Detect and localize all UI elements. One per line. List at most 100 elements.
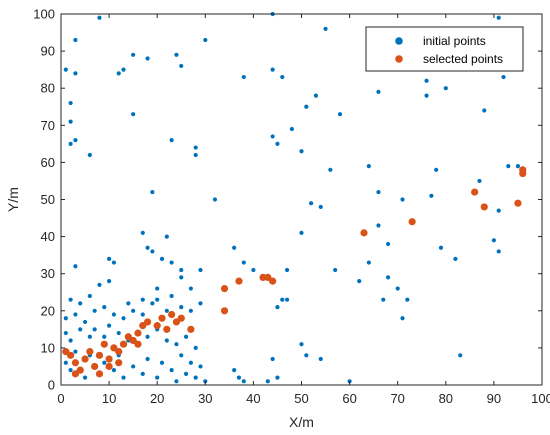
initial-points-point <box>78 301 83 306</box>
initial-points-point <box>145 245 150 250</box>
initial-points-point <box>443 86 448 91</box>
initial-points-point <box>102 360 107 365</box>
x-tick-label: 30 <box>198 391 212 406</box>
selected-points-point <box>143 318 152 326</box>
y-tick-label: 50 <box>41 192 55 207</box>
initial-points-point <box>131 364 136 369</box>
initial-points-point <box>309 201 314 206</box>
selected-points-point <box>71 359 80 367</box>
initial-points-point <box>482 108 487 113</box>
y-tick-label: 60 <box>41 155 55 170</box>
initial-points-point <box>434 167 439 172</box>
initial-points-point <box>376 189 381 195</box>
points-layer <box>62 11 527 384</box>
initial-points-point <box>496 15 501 20</box>
initial-points-point <box>270 356 275 362</box>
initial-points-point <box>140 230 145 235</box>
initial-points-point <box>145 356 150 362</box>
initial-points-point <box>179 353 184 358</box>
selected-points-point <box>81 355 89 363</box>
x-tick-label: 80 <box>439 391 453 406</box>
initial-points-point <box>116 330 121 336</box>
initial-points-point <box>357 279 362 284</box>
initial-points-point <box>131 112 136 117</box>
initial-points-point <box>121 375 126 380</box>
initial-points-point <box>174 342 179 347</box>
initial-points-point <box>203 37 208 43</box>
initial-points-point <box>438 245 444 250</box>
initial-points-point <box>304 104 309 109</box>
initial-points-point <box>198 364 203 369</box>
initial-points-point <box>92 327 97 332</box>
initial-points-point <box>68 119 73 124</box>
selected-points-point <box>471 188 479 196</box>
y-tick-label: 10 <box>41 340 55 355</box>
initial-points-point <box>73 349 78 354</box>
initial-points-point <box>111 260 117 265</box>
initial-points-point <box>111 368 117 373</box>
initial-points-point <box>107 279 112 284</box>
selected-points-point <box>360 229 368 237</box>
initial-points-point <box>159 256 165 261</box>
initial-points-point <box>179 275 184 280</box>
initial-points-point <box>63 330 68 336</box>
initial-points-point <box>381 297 386 302</box>
initial-points-point <box>212 197 218 202</box>
selected-points-point <box>220 284 229 293</box>
selected-points-point <box>177 314 185 322</box>
initial-points-point <box>453 256 458 261</box>
y-tick-label: 30 <box>41 266 55 281</box>
initial-points-point <box>155 286 160 291</box>
initial-points-point <box>270 134 275 139</box>
initial-points-point <box>241 260 246 265</box>
initial-points-point <box>164 308 169 313</box>
initial-points-point <box>102 334 107 339</box>
initial-points-point <box>496 249 501 254</box>
selected-points-point <box>187 325 195 333</box>
x-tick-label: 90 <box>487 391 501 406</box>
initial-points-point <box>63 67 68 72</box>
initial-points-point <box>270 67 275 72</box>
initial-points-point <box>193 152 198 158</box>
selected-points-point <box>269 277 277 285</box>
initial-points-point <box>400 316 405 321</box>
initial-points-point <box>337 112 343 117</box>
initial-points-point <box>68 368 73 373</box>
initial-points-point <box>68 141 73 146</box>
initial-points-point <box>366 164 371 169</box>
initial-points-point <box>400 197 405 202</box>
y-tick-label: 20 <box>41 303 55 318</box>
initial-points-point <box>376 223 381 228</box>
initial-points-point <box>126 301 131 306</box>
initial-points-point <box>313 93 319 98</box>
initial-points-point <box>102 304 107 310</box>
initial-points-point <box>280 297 285 302</box>
initial-points-point <box>155 297 160 302</box>
x-tick-label: 60 <box>342 391 356 406</box>
initial-points-point <box>198 267 203 273</box>
y-tick-label: 90 <box>41 44 55 59</box>
initial-points-point <box>92 308 97 313</box>
legend-label-initial-points: initial points <box>423 34 486 48</box>
initial-points-point <box>304 353 309 358</box>
selected-points-point <box>514 199 522 207</box>
initial-points-point <box>73 138 78 143</box>
initial-points-point <box>275 375 280 380</box>
initial-points-point <box>366 260 371 265</box>
initial-points-point <box>68 297 73 302</box>
selected-points-point <box>480 203 488 211</box>
initial-points-point <box>169 260 174 265</box>
initial-points-point <box>107 323 112 328</box>
initial-points-point <box>116 71 121 76</box>
y-axis-label: Y/m <box>5 187 21 212</box>
selected-points-point <box>100 340 108 348</box>
initial-points-point <box>395 286 400 291</box>
initial-points-point <box>68 100 73 106</box>
selected-points-point <box>67 351 75 359</box>
initial-points-point <box>121 316 126 321</box>
initial-points-point <box>193 345 198 350</box>
initial-points-point <box>183 371 189 376</box>
initial-points-point <box>501 74 506 80</box>
